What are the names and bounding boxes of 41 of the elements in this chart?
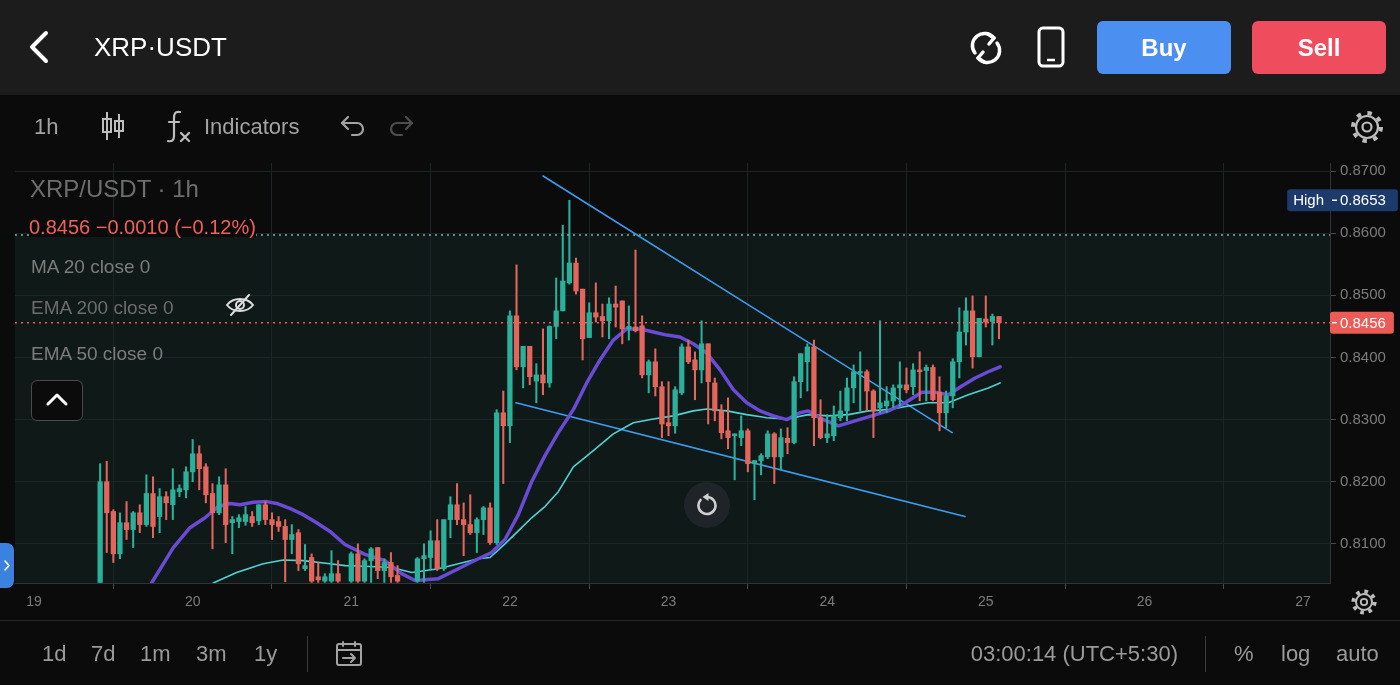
y-tick-label: 0.8200 xyxy=(1340,471,1386,489)
x-tick-label: 20 xyxy=(184,593,201,610)
text: 3m xyxy=(196,641,227,666)
candlestick xyxy=(784,427,791,455)
text: 1d xyxy=(42,641,67,666)
y-tick-label: 0.8600 xyxy=(1340,223,1386,241)
annotation: MA 20 close 0 xyxy=(31,256,151,277)
annotation: High xyxy=(1293,191,1325,209)
text: auto xyxy=(1336,641,1379,666)
ref-line-label: 0.8456 xyxy=(1340,313,1386,331)
annotation: EMA 200 close 0 xyxy=(31,297,174,318)
y-tick-label: 0.8500 xyxy=(1340,285,1386,303)
text: 03:00:14 (UTC+5:30) xyxy=(970,641,1178,666)
text: Indicators xyxy=(204,114,300,139)
y-tick-label: 0.8300 xyxy=(1340,409,1386,427)
x-tick-label: 27 xyxy=(1295,593,1312,610)
chart-title: XRP·USDT xyxy=(94,32,227,62)
candlestick xyxy=(857,351,863,412)
y-tick-label: 0.8400 xyxy=(1340,347,1386,365)
text: 0.8653 xyxy=(1340,191,1386,209)
annotation: EMA 50 close 0 xyxy=(31,343,164,364)
y-tick-label: 0.8100 xyxy=(1340,534,1386,551)
candlestick xyxy=(903,367,910,394)
y-tick-label: 0.8700 xyxy=(1340,161,1386,179)
x-tick-label: 21 xyxy=(343,593,360,610)
text: 1y xyxy=(254,641,278,666)
x-tick-label: 23 xyxy=(660,593,677,610)
text: % xyxy=(1234,641,1254,666)
x-tick-label: 26 xyxy=(1136,593,1153,610)
annotation: 0.8456 −0.0010 (−0.12%) xyxy=(29,216,256,238)
text: Sell xyxy=(1297,33,1341,61)
x-tick-label: 25 xyxy=(977,593,994,610)
x-tick-label: 22 xyxy=(502,593,518,610)
x-tick-label: 19 xyxy=(26,593,43,610)
text: log xyxy=(1281,641,1311,666)
text: XRP/USDT · 1h xyxy=(30,175,199,202)
x-tick-label: 24 xyxy=(819,593,836,610)
text: 1m xyxy=(140,641,171,666)
text: 7d xyxy=(91,641,116,666)
text: 1h xyxy=(34,114,59,139)
text: Buy xyxy=(1141,33,1187,61)
